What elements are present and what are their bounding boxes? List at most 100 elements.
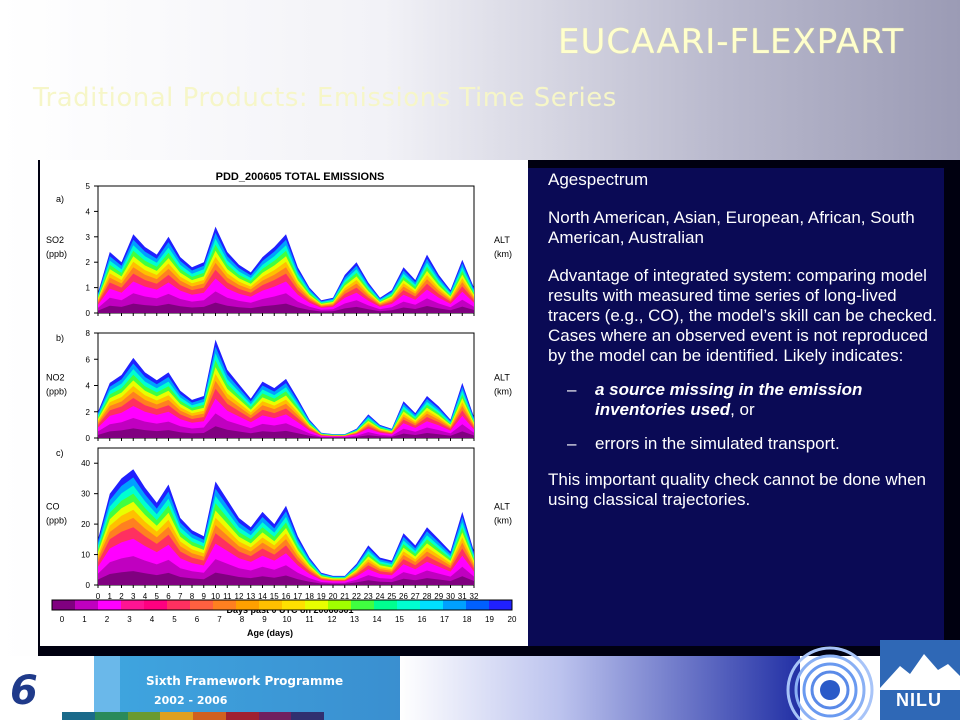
- x-tick-label: 1: [108, 592, 113, 601]
- colorbar-tick-label: 8: [240, 615, 245, 624]
- x-tick-label: 30: [446, 592, 455, 601]
- bullet-advantage: Advantage of integrated system: comparin…: [516, 266, 938, 366]
- colorbar-swatch: [328, 600, 351, 610]
- bullet-dot-icon: [516, 178, 522, 184]
- x-tick-label: 7: [178, 592, 183, 601]
- x-tick-label: 23: [364, 592, 373, 601]
- age-layer-area: [98, 556, 474, 585]
- colorbar-swatch: [213, 600, 236, 610]
- alt-unit-label: (km): [494, 386, 512, 396]
- age-layer-area: [98, 398, 474, 438]
- dash-icon: –: [567, 380, 577, 399]
- banner-strip: [94, 656, 120, 720]
- age-layer-area: [98, 571, 474, 585]
- colorbar-tick-label: 18: [463, 615, 472, 624]
- bullet-text: This important quality check cannot be d…: [548, 470, 927, 509]
- color-block: [127, 712, 161, 720]
- colorbar-swatch: [259, 600, 282, 610]
- bullet-dot-icon: [516, 216, 522, 222]
- color-block: [94, 712, 128, 720]
- alt-label: ALT: [494, 235, 510, 245]
- x-tick-label: 19: [317, 592, 326, 601]
- unit-label: (ppb): [46, 516, 67, 526]
- chart-title: PDD_200605 TOTAL EMISSIONS: [216, 171, 385, 183]
- x-tick-label: 26: [399, 592, 408, 601]
- y-tick-label: 2: [86, 408, 91, 417]
- colorbar-tick-label: 12: [328, 615, 337, 624]
- colorbar-swatch: [144, 600, 167, 610]
- colorbar-tick-label: 1: [82, 615, 87, 624]
- colorbar-swatch: [443, 600, 466, 610]
- alt-label: ALT: [494, 502, 510, 512]
- species-label: CO: [46, 502, 60, 512]
- programme-years: 2002 - 2006: [154, 694, 228, 707]
- colorbar-label: Age (days): [247, 628, 293, 638]
- color-block: [62, 712, 95, 720]
- emissions-figure: PDD_200605 TOTAL EMISSIONS 0 1 2 3 4 5 a) SO2 (pp…: [40, 160, 528, 646]
- colorbar-swatch: [190, 600, 213, 610]
- nilu-logo: [880, 640, 960, 720]
- x-tick-label: 29: [434, 592, 443, 601]
- colorbar-tick-label: 10: [283, 615, 292, 624]
- x-tick-label: 4: [143, 592, 148, 601]
- x-tick-label: 32: [470, 592, 479, 601]
- colorbar-swatch: [98, 600, 121, 610]
- bullet-text: Agespectrum: [548, 170, 649, 189]
- x-tick-label: 21: [340, 592, 349, 601]
- alt-unit-label: (km): [494, 249, 512, 259]
- bullet-text: North American, Asian, European, African…: [548, 208, 915, 247]
- bullet-regions: North American, Asian, European, African…: [516, 208, 938, 248]
- bullet-list: Agespectrum North American, Asian, Europ…: [516, 170, 938, 528]
- alt-unit-label: (km): [494, 516, 512, 526]
- x-tick-label: 0: [96, 592, 101, 601]
- x-tick-label: 22: [352, 592, 361, 601]
- colorbar-swatch: [282, 600, 305, 610]
- colorbar-tick-label: 9: [262, 615, 267, 624]
- x-tick-label: 31: [458, 592, 467, 601]
- x-tick-label: 24: [376, 592, 385, 601]
- fp6-banner: Sixth Framework Programme 2002 - 2006: [94, 656, 400, 720]
- footer-gradient-band: [400, 656, 800, 720]
- colorbar-swatch: [121, 600, 144, 610]
- color-block: [193, 712, 226, 720]
- colorbar-tick-label: 11: [305, 615, 314, 624]
- x-tick-label: 2: [119, 592, 124, 601]
- programme-name: Sixth Framework Programme: [146, 674, 344, 688]
- y-tick-label: 0: [86, 434, 91, 443]
- signal-waves-icon: [786, 646, 874, 720]
- y-tick-label: 3: [86, 233, 91, 242]
- colorbar-swatch: [351, 600, 374, 610]
- colorbar-swatch: [420, 600, 443, 610]
- fp6-logo: 6: [10, 668, 38, 714]
- x-tick-label: 6: [166, 592, 171, 601]
- y-tick-label: 6: [86, 355, 91, 364]
- x-tick-label: 16: [282, 592, 291, 601]
- x-tick-label: 15: [270, 592, 279, 601]
- bullet-quality-check: This important quality check cannot be d…: [516, 470, 938, 510]
- colorbar-tick-label: 0: [60, 615, 65, 624]
- emissions-chart: PDD_200605 TOTAL EMISSIONS012345a)SO2(pp…: [46, 171, 517, 638]
- age-layer-area: [98, 302, 474, 313]
- x-tick-label: 3: [131, 592, 136, 601]
- panel-letter: c): [56, 448, 64, 458]
- dash-icon: –: [567, 434, 577, 453]
- y-tick-label: 2: [86, 258, 91, 267]
- subbullet-source-missing: – a source missing in the emission invent…: [567, 380, 938, 420]
- bullet-agespectrum: Agespectrum: [516, 170, 938, 190]
- colorbar-swatch: [75, 600, 98, 610]
- x-tick-label: 8: [190, 592, 195, 601]
- subbullet-transport-errors: – errors in the simulated transport.: [567, 434, 938, 454]
- bullet-text: Advantage of integrated system: comparin…: [548, 266, 937, 365]
- alt-label: ALT: [494, 372, 510, 382]
- y-tick-label: 30: [81, 490, 90, 499]
- x-tick-label: 9: [202, 592, 207, 601]
- x-tick-label: 27: [411, 592, 420, 601]
- subbullet-text: errors in the simulated transport.: [595, 434, 840, 453]
- y-tick-label: 0: [86, 581, 91, 590]
- colorbar-tick-label: 4: [150, 615, 155, 624]
- age-layer-area: [98, 413, 474, 438]
- color-block: [160, 712, 193, 720]
- colorbar-frame: [51, 599, 513, 611]
- mountain-icon: [880, 654, 960, 690]
- colorbar-swatch: [397, 600, 420, 610]
